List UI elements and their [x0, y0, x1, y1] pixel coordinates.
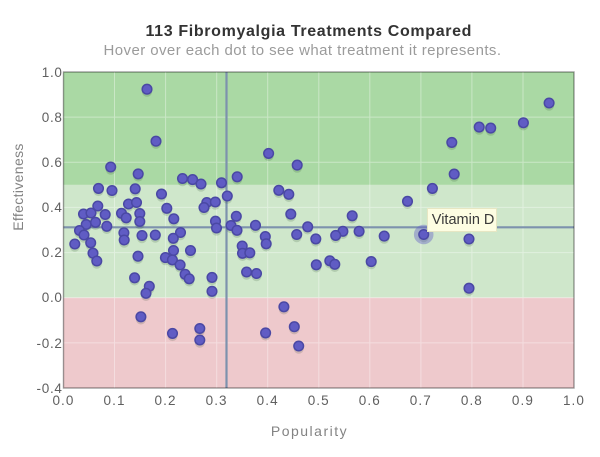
svg-text:Vitamin D: Vitamin D: [432, 212, 495, 228]
